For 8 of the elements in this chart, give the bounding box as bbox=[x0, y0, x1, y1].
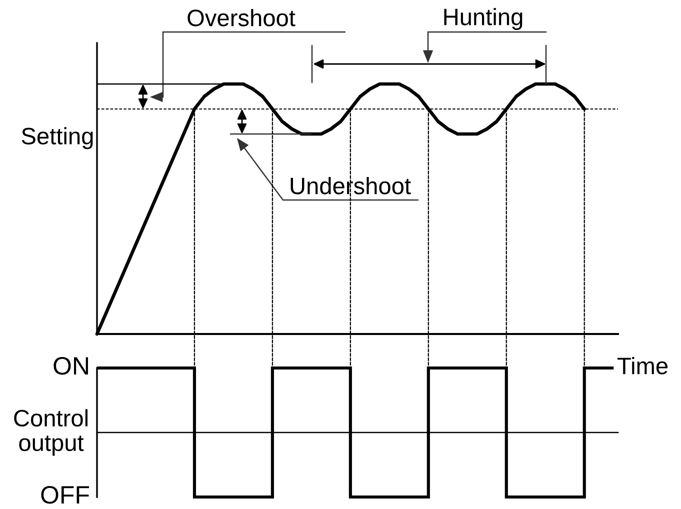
text: Overshoot bbox=[188, 8, 296, 26]
text: OFF bbox=[41, 486, 89, 504]
ref-line-label: Setting bbox=[22, 127, 93, 150]
y-axis-title: Control output bbox=[14, 409, 88, 456]
text: ON bbox=[54, 357, 88, 375]
text: Hunting bbox=[444, 8, 522, 30]
x-axis-title: Time bbox=[618, 356, 668, 374]
annotation: Undershoot bbox=[290, 176, 411, 194]
